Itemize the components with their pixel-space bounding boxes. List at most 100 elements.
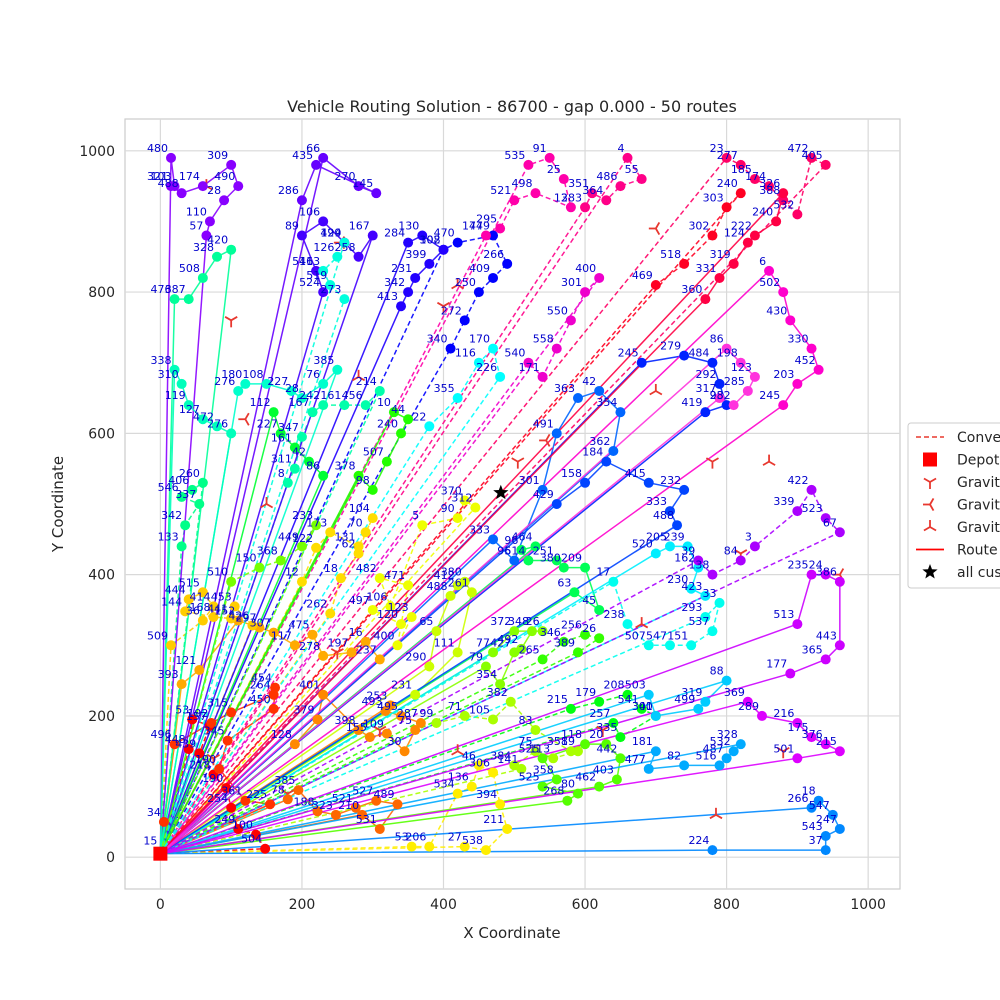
customer-label: 523: [802, 502, 823, 515]
customer-label: 256: [561, 619, 582, 632]
customer-point: [523, 555, 534, 566]
gravity-marker: [373, 725, 387, 738]
legend-label: Gravit: [957, 498, 1000, 514]
customer-point: [360, 636, 371, 647]
customer-point: [166, 640, 177, 651]
customer-point: [551, 555, 562, 566]
x-tick-label: 1000: [850, 897, 886, 913]
customer-point: [296, 431, 307, 442]
customer-point: [608, 446, 619, 457]
customer-point: [176, 491, 187, 502]
customer-point: [679, 760, 690, 771]
customer-point: [183, 294, 194, 305]
customer-label: 111: [434, 636, 455, 649]
customer-point: [548, 753, 559, 764]
customer-label: 510: [207, 566, 228, 579]
grid-lines: [125, 119, 900, 889]
customer-point: [834, 640, 845, 651]
customer-label: 208: [604, 679, 625, 692]
route-line: [159, 630, 544, 855]
gravity-marker-stroke: [602, 725, 610, 731]
customer-label: 33: [703, 587, 717, 600]
customer-point: [233, 823, 244, 834]
customer-label: 168: [189, 601, 210, 614]
customer-point: [219, 195, 230, 206]
customer-label: 226: [476, 361, 497, 374]
customer-point: [686, 583, 697, 594]
customer-label: 499: [674, 693, 695, 706]
gravity-marker: [776, 746, 790, 759]
customer-point: [834, 527, 845, 538]
customer-label: 185: [731, 163, 752, 176]
customer-point: [778, 400, 789, 411]
gravity-marker: [436, 301, 451, 314]
customer-point: [260, 843, 271, 854]
customer-label: 273: [320, 283, 341, 296]
customer-point: [679, 350, 690, 361]
customer-label: 308: [419, 234, 440, 247]
customer-label: 188: [294, 795, 315, 808]
customer-point: [721, 753, 732, 764]
customer-label: 79: [469, 650, 483, 663]
gravity-marker-stroke: [776, 746, 784, 753]
customer-point: [410, 272, 421, 283]
customer-label: 516: [696, 749, 717, 762]
customer-point: [643, 763, 654, 774]
customer-point: [707, 845, 718, 856]
gravity-marker: [260, 497, 274, 509]
customer-label: 90: [441, 502, 455, 515]
customer-point: [353, 725, 364, 736]
customer-point: [530, 541, 541, 552]
customer-point: [158, 816, 169, 827]
customer-point: [312, 806, 323, 817]
customer-label: 231: [391, 679, 412, 692]
customer-label: 279: [660, 340, 681, 353]
customer-label: 34: [147, 806, 161, 819]
customer-label: 37: [809, 834, 823, 847]
x-tick-label: 800: [713, 897, 740, 913]
customer-label: 339: [773, 495, 794, 508]
customer-point: [459, 315, 470, 326]
customer-label: 358: [547, 735, 568, 748]
customer-label: 290: [405, 650, 426, 663]
customer-point: [396, 710, 407, 721]
customer-label: 84: [724, 545, 738, 558]
customer-point: [530, 725, 541, 736]
customer-label: 543: [802, 820, 823, 833]
customer-point: [650, 280, 661, 291]
customer-label: 370: [441, 484, 462, 497]
customer-label: 330: [788, 333, 809, 346]
route-line: [159, 157, 827, 855]
customer-point: [526, 626, 537, 637]
gravity-marker-stroke: [244, 418, 250, 426]
gravity-marker-stroke: [230, 316, 238, 322]
customer-point: [792, 506, 803, 517]
customer-label: 53: [395, 831, 409, 844]
customer-label: 123: [388, 601, 409, 614]
x-tick-label: 0: [156, 897, 165, 913]
customer-point: [551, 428, 562, 439]
customer-point: [792, 619, 803, 630]
customer-point: [240, 795, 251, 806]
customer-point: [764, 181, 775, 192]
customer-label: 498: [512, 177, 533, 190]
customer-point: [353, 541, 364, 552]
customer-label: 133: [158, 530, 179, 543]
gravity-marker-stroke: [443, 301, 451, 307]
customer-label: 547: [809, 799, 830, 812]
customer-point: [636, 357, 647, 368]
customer-label: 105: [469, 703, 490, 716]
customer-point: [197, 181, 208, 192]
customer-point: [721, 343, 732, 354]
customer-point: [385, 700, 396, 711]
customer-point: [594, 604, 605, 615]
customer-label: 448: [165, 733, 186, 746]
gravity-marker-stroke: [768, 460, 776, 466]
customer-point: [206, 717, 217, 728]
customer-label: 13: [554, 191, 568, 204]
customer-point: [403, 580, 414, 591]
customer-label: 12: [285, 566, 299, 579]
customer-point: [229, 601, 240, 612]
customer-point: [806, 569, 817, 580]
